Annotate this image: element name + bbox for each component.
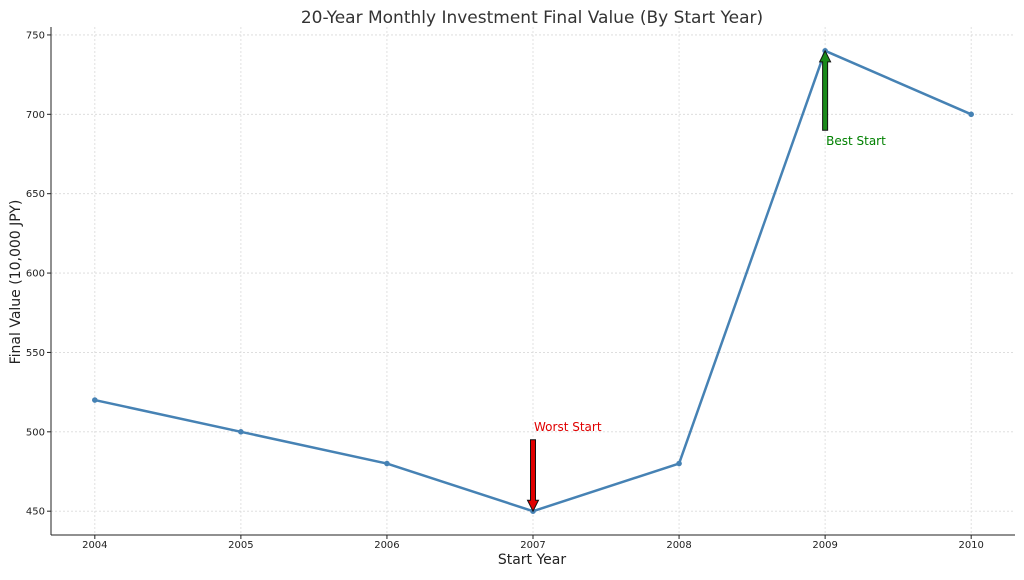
x-tick-label: 2008: [666, 540, 691, 551]
x-tick-label: 2010: [958, 540, 983, 551]
data-point: [968, 111, 974, 118]
axes: 2004 2005 2006 2007 2008 2009 2010 450 500 550 600…: [26, 27, 1015, 551]
chart-title: 20-Year Monthly Investment Final Value (…: [301, 8, 763, 28]
x-tick-label: 2007: [520, 540, 545, 551]
annotation-arrow: [818, 49, 832, 131]
x-tick-label: 2006: [374, 540, 399, 551]
y-tick-label: 700: [26, 110, 45, 121]
annotation-label: Worst Start: [534, 420, 602, 434]
data-point: [92, 397, 98, 403]
annotation-label: Best Start: [826, 134, 886, 148]
data-point: [384, 460, 390, 467]
x-tick-label: 2004: [82, 540, 107, 551]
y-tick-label: 750: [26, 30, 45, 41]
data-point: [238, 429, 244, 435]
data-point: [676, 460, 682, 467]
annotations: Worst Start Best Start: [526, 49, 886, 513]
y-tick-label: 650: [26, 189, 45, 200]
x-axis-label: Start Year: [498, 552, 567, 568]
y-tick-label: 550: [26, 348, 45, 359]
annotation-arrow: [526, 439, 540, 513]
x-tick-label: 2009: [812, 540, 837, 551]
y-tick-label: 600: [26, 269, 45, 280]
y-tick-label: 500: [26, 427, 45, 438]
x-tick-label: 2005: [228, 540, 253, 551]
y-tick-label: 450: [26, 507, 45, 518]
y-axis-label: Final Value (10,000 JPY): [8, 200, 24, 365]
